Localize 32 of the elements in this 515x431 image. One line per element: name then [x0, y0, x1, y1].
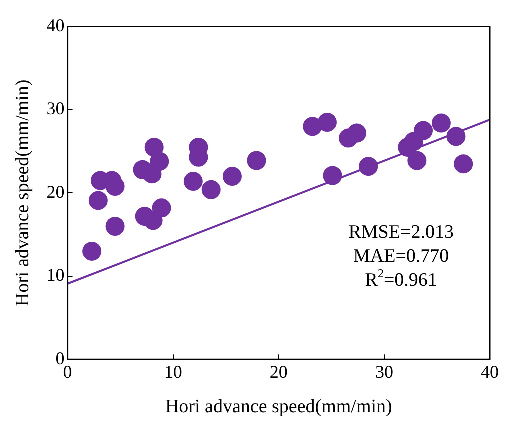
point [184, 172, 203, 192]
y-axis-title: Hori advance speed(mm/min) [12, 80, 34, 307]
point [359, 157, 378, 176]
point [318, 112, 337, 132]
y-tick-label: 20 [46, 182, 65, 202]
y-tick-label: 0 [56, 348, 65, 368]
x-axis-title: Hori advance speed(mm/min) [165, 396, 392, 418]
x-tick-label: 30 [375, 362, 394, 382]
y-tick-label: 10 [46, 265, 65, 286]
point [454, 154, 474, 174]
point [432, 114, 451, 133]
point [247, 151, 266, 170]
point [82, 242, 102, 261]
point [88, 191, 108, 210]
point [152, 198, 172, 218]
point [348, 124, 367, 143]
annotation: MAE=0.770 [353, 246, 450, 268]
x-tick-label: 20 [270, 362, 288, 382]
point [303, 117, 322, 136]
x-tick-label: 40 [481, 362, 499, 382]
point [414, 121, 434, 140]
point [202, 180, 221, 200]
point [323, 166, 342, 186]
x-tick-label: 10 [164, 362, 182, 382]
y-tick-label: 30 [46, 98, 65, 119]
point [446, 127, 466, 146]
point [408, 151, 427, 170]
annotation: RMSE=2.013 [348, 222, 454, 244]
y-tick-label: 40 [46, 16, 65, 36]
point [222, 167, 242, 186]
point [106, 216, 125, 236]
point [150, 152, 170, 172]
